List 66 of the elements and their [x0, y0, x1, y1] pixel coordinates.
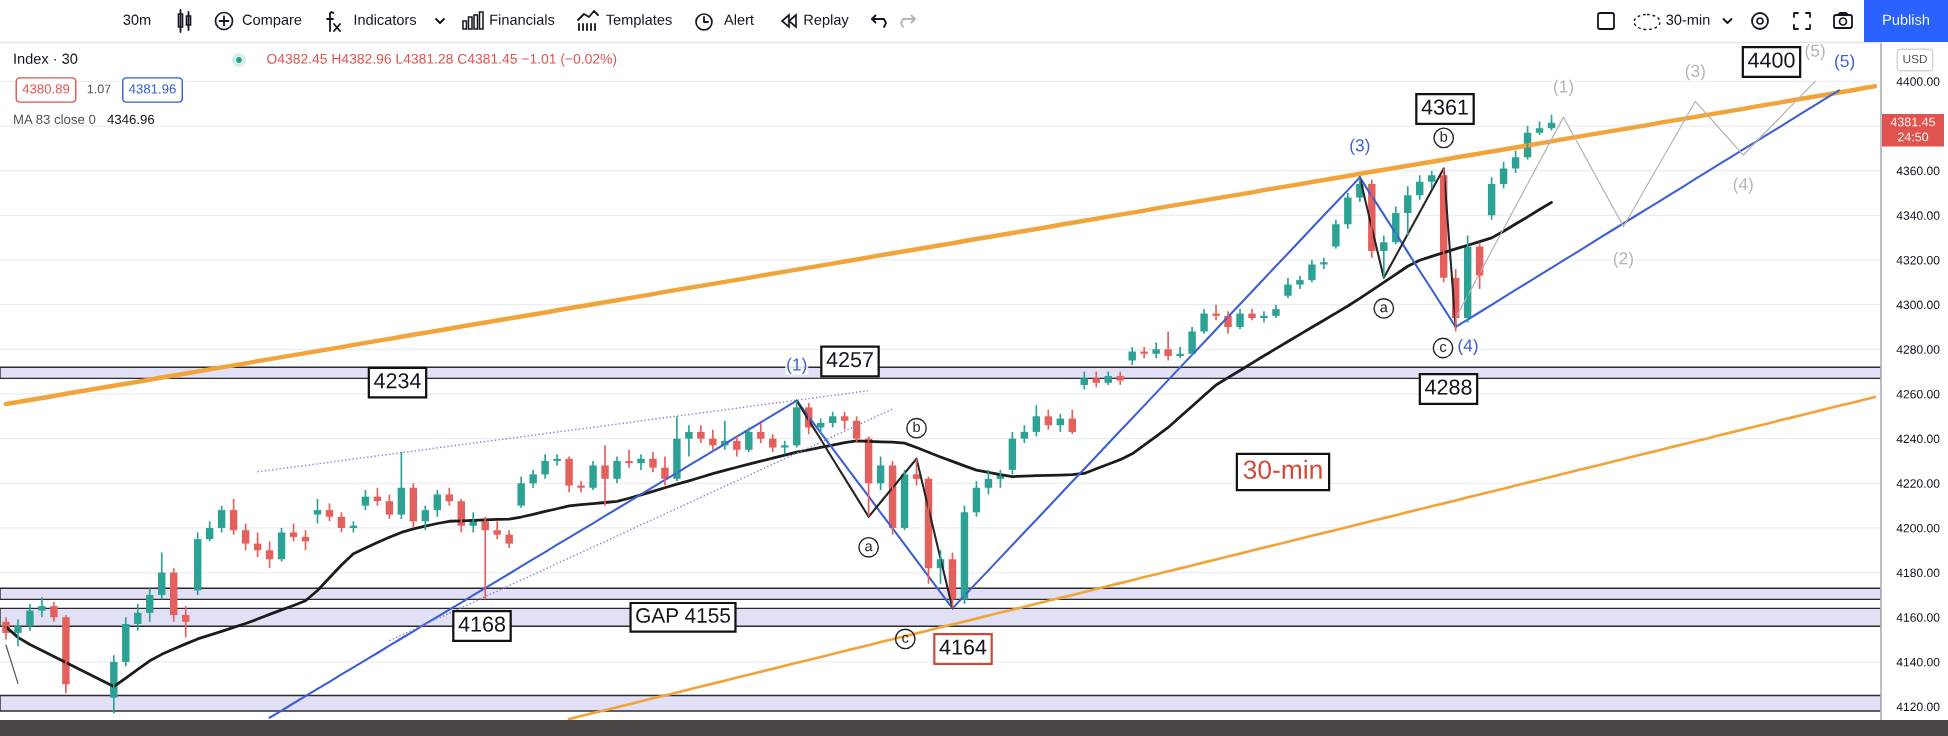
text: Templates: [606, 14, 672, 28]
candlestick: [38, 596, 46, 619]
y-tick-label: 4360.00: [1896, 166, 1940, 176]
annotation: b: [913, 421, 920, 433]
candlestick: [1116, 370, 1124, 386]
annotation: (1): [1553, 79, 1574, 96]
annotation: Index · 30: [14, 53, 78, 64]
annotation: (4): [1458, 338, 1478, 356]
annotation: MA 83 close 0: [14, 114, 96, 125]
text: Indicators: [354, 14, 417, 25]
text: 4381.45: [1890, 117, 1936, 127]
y-tick-label: 4400.00: [1896, 77, 1940, 86]
annotation: (3): [1350, 138, 1370, 155]
text: 30m: [123, 14, 151, 25]
line-series: [567, 395, 1877, 720]
annotation: (2): [1613, 251, 1633, 268]
annotation: 4164: [939, 639, 987, 655]
annotation: b: [1440, 131, 1448, 142]
annotation: 30-min: [1243, 459, 1322, 480]
text: Alert: [724, 14, 754, 25]
y-tick-label: 4200.00: [1896, 523, 1940, 533]
annotation: 4346.96: [107, 114, 155, 125]
text: 30-min: [1666, 14, 1710, 25]
annotation: a: [865, 543, 873, 552]
y-tick-label: 4280.00: [1896, 345, 1940, 354]
annotation: 4168: [458, 616, 506, 632]
annotation: (3): [1685, 64, 1705, 81]
annotation: 4234: [374, 373, 421, 389]
candlestick: [1152, 341, 1160, 360]
y-tick-label: 4120.00: [1896, 702, 1940, 712]
annotation: 4288: [1425, 379, 1472, 395]
text: Replay: [804, 14, 849, 28]
text: USD: [1903, 54, 1927, 64]
annotation: (5): [1835, 54, 1855, 71]
text: 24:50: [1897, 132, 1929, 142]
annotation: c: [902, 634, 909, 643]
annotation: 4380.89: [22, 84, 70, 94]
annotation: O4382.45 H4382.96 L4381.28 C4381.45 −1.01 (−0.02%): [267, 53, 617, 67]
y-tick-label: 4140.00: [1896, 657, 1940, 667]
annotation: 4361: [1421, 99, 1468, 115]
annotation: (4): [1733, 177, 1753, 194]
annotation: (5): [1805, 44, 1825, 61]
annotation: 4381.96: [128, 84, 176, 94]
annotation: 1.07: [87, 84, 111, 94]
candlestick: [1296, 274, 1304, 290]
y-tick-label: 4180.00: [1896, 568, 1940, 578]
y-tick-label: 4340.00: [1896, 211, 1940, 220]
candlestick: [493, 520, 501, 540]
y-tick-label: 4220.00: [1896, 479, 1940, 488]
y-tick-label: 4300.00: [1896, 300, 1940, 310]
annotation: a: [1380, 304, 1388, 313]
y-tick-label: 4240.00: [1896, 434, 1940, 444]
y-tick-label: 4320.00: [1896, 255, 1940, 265]
annotation: 4400: [1748, 52, 1795, 68]
annotation: c: [1439, 343, 1447, 352]
text: Financials: [490, 14, 555, 25]
line-series: [256, 389, 870, 473]
text: Publish: [1883, 14, 1929, 25]
band-label: GAP 4155: [636, 608, 731, 623]
text: Compare: [242, 14, 302, 28]
y-tick-label: 4260.00: [1896, 389, 1940, 399]
annotation: 4257: [826, 352, 873, 368]
candlestick: [313, 498, 322, 525]
annotation: (1): [787, 357, 807, 375]
y-tick-label: 4160.00: [1896, 613, 1940, 622]
line-series: [388, 408, 894, 642]
